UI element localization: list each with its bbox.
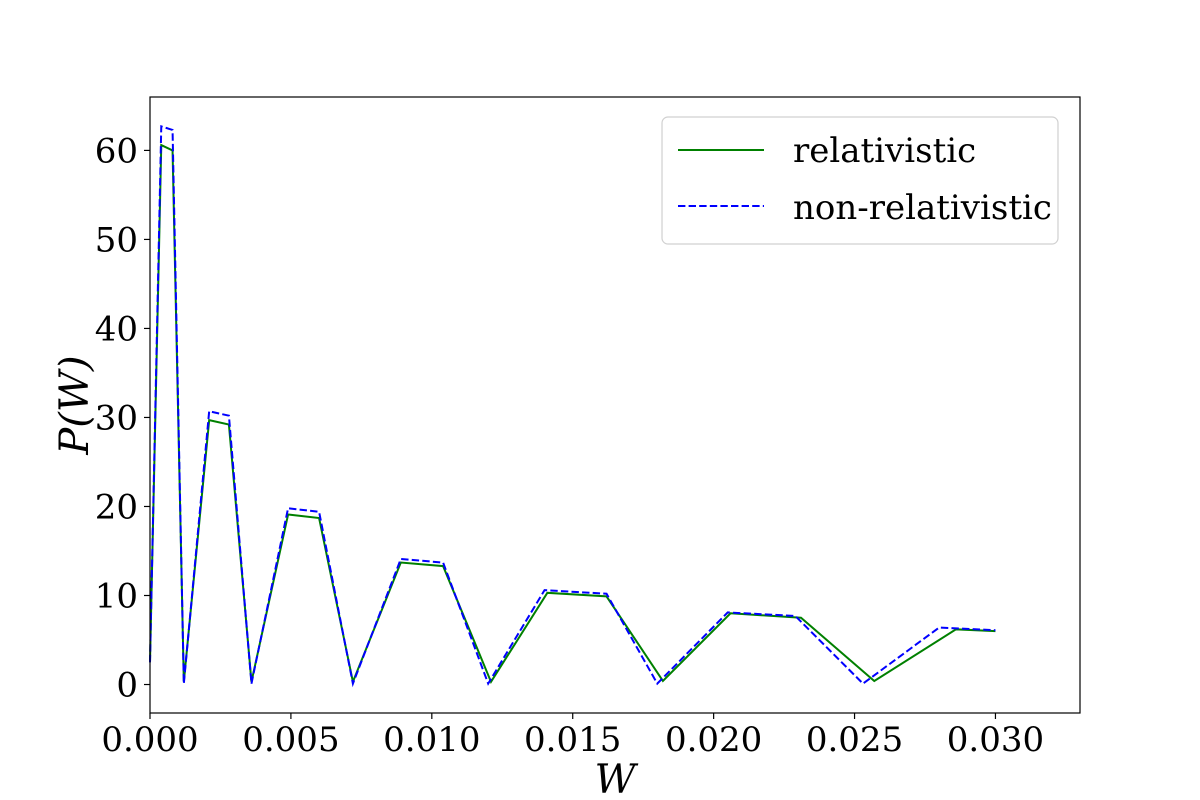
x-tick-label: 0.015 [524,720,621,760]
x-axis: 0.000 0.005 0.010 0.015 0.020 0.025 0.030 [101,713,1044,760]
legend-label-relativistic: relativistic [793,131,976,171]
legend-frame [661,116,1059,245]
x-tick-label: 0.030 [947,720,1044,760]
y-tick-label: 10 [95,576,138,616]
y-tick-label: 60 [95,131,138,171]
x-tick-label: 0.025 [806,720,903,760]
y-axis-label: P(W) [52,355,98,455]
y-tick-label: 20 [95,487,138,527]
x-tick-label: 0.010 [383,720,480,760]
x-tick-label: 0.005 [242,720,339,760]
y-tick-label: 0 [116,666,138,706]
series-layer [149,125,996,688]
plot-frame [149,96,1081,714]
x-tick-label: 0.020 [665,720,762,760]
x-axis-label: W [594,757,638,800]
legend: relativistic non-relativistic [661,116,1059,245]
y-tick-label: 40 [95,309,138,349]
y-axis: 0 10 20 30 40 50 60 [95,131,150,706]
legend-label-non-relativistic: non-relativistic [793,188,1052,228]
y-tick-label: 30 [95,398,138,438]
x-tick-label: 0.000 [101,720,198,760]
y-tick-label: 50 [95,220,138,260]
series-line-non-relativistic [149,125,996,688]
